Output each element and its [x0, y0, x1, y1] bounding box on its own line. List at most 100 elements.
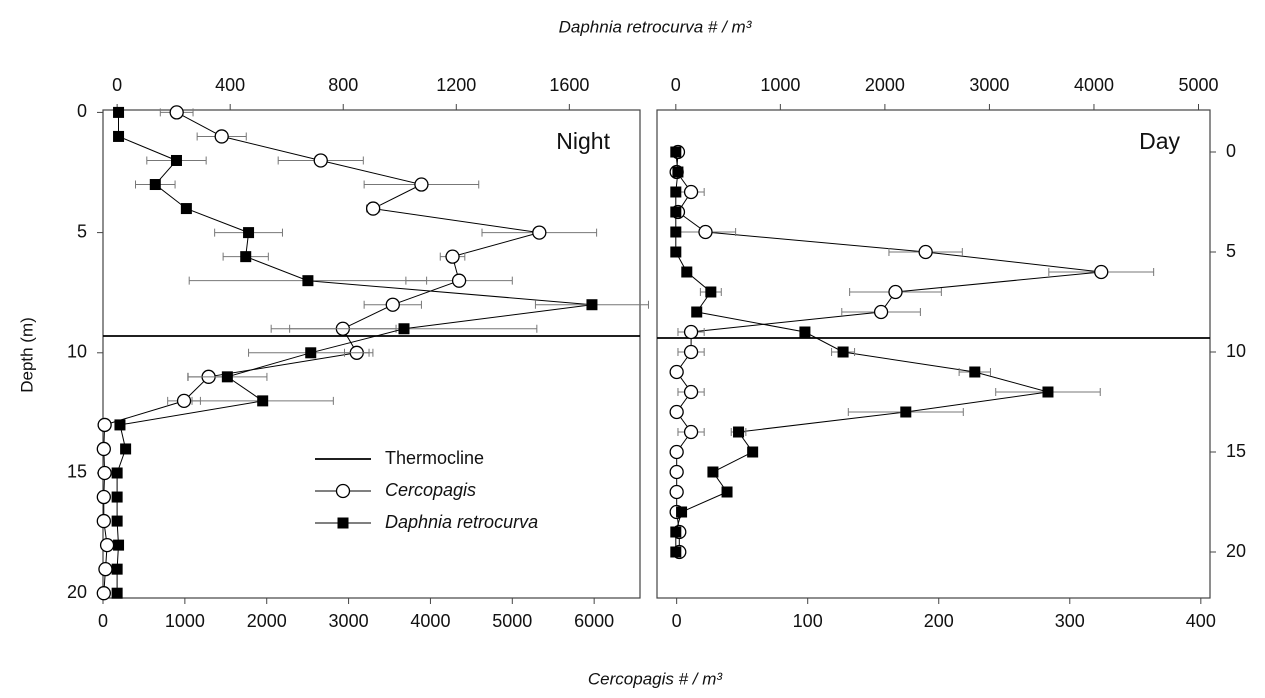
x2-tick-label: 400: [215, 75, 245, 95]
y-tick-label: 20: [1226, 541, 1246, 561]
data-point: [670, 186, 682, 198]
data-point: [305, 347, 317, 359]
y-tick-label: 10: [67, 342, 87, 362]
data-point: [888, 284, 903, 300]
data-point: [365, 201, 381, 216]
data-point: [669, 444, 684, 460]
data-point: [114, 419, 126, 431]
x-axis-label: Cercopagis # / m³: [588, 669, 723, 688]
data-point: [445, 249, 460, 264]
data-point: [113, 539, 125, 551]
x-tick-label: 2000: [247, 611, 287, 631]
data-point: [683, 184, 699, 200]
x-tick-label: 100: [793, 611, 823, 631]
data-point: [900, 406, 912, 418]
data-point: [670, 146, 682, 158]
data-point: [669, 464, 684, 480]
data-point: [676, 506, 688, 518]
legend-marker: [337, 517, 349, 529]
data-point: [149, 179, 161, 191]
y-tick-label: 5: [77, 221, 87, 241]
x2-tick-label: 0: [112, 75, 122, 95]
data-point: [221, 371, 233, 383]
data-point: [169, 105, 184, 120]
data-point: [120, 443, 132, 455]
data-point: [586, 299, 598, 311]
data-point: [96, 441, 111, 457]
data-point: [672, 166, 684, 178]
data-point: [113, 106, 125, 118]
data-point: [670, 206, 682, 218]
x2-tick-label: 3000: [969, 75, 1009, 95]
data-point: [97, 417, 112, 433]
data-point: [691, 306, 703, 318]
data-point: [96, 489, 111, 505]
data-point: [257, 395, 269, 407]
data-point: [1094, 264, 1109, 280]
data-point: [683, 384, 699, 400]
legend-label: Thermocline: [385, 448, 484, 468]
legend-marker: [335, 483, 351, 499]
data-point: [111, 515, 123, 527]
data-point: [1042, 386, 1054, 398]
data-point: [170, 154, 182, 166]
series-line: [676, 151, 1102, 552]
data-point: [302, 275, 314, 287]
panel-title: Day: [1139, 128, 1180, 154]
data-point: [180, 203, 192, 215]
data-point: [111, 587, 123, 599]
data-point: [969, 366, 981, 378]
x2-tick-label: 4000: [1074, 75, 1114, 95]
data-point: [670, 226, 682, 238]
data-point: [799, 326, 811, 338]
data-point: [683, 424, 699, 440]
legend-label: Cercopagis: [385, 480, 476, 500]
data-point: [385, 297, 400, 312]
data-point: [837, 346, 849, 358]
data-point: [98, 562, 113, 577]
x-tick-label: 1000: [165, 611, 205, 631]
data-point: [669, 484, 684, 500]
data-point: [398, 323, 410, 335]
data-point: [683, 324, 699, 340]
x-tick-label: 0: [98, 611, 108, 631]
plot-frame: [102, 109, 641, 599]
data-point: [698, 224, 713, 240]
plot-frame: [656, 109, 1211, 599]
legend-label: Daphnia retrocurva: [385, 512, 538, 532]
x-tick-label: 4000: [410, 611, 450, 631]
y-tick-label: 15: [1226, 441, 1246, 461]
x-tick-label: 300: [1055, 611, 1085, 631]
data-point: [240, 251, 252, 263]
x-tick-label: 3000: [329, 611, 369, 631]
data-point: [681, 266, 693, 278]
x2-tick-label: 1200: [436, 75, 476, 95]
y-tick-label: 20: [67, 582, 87, 602]
data-point: [670, 246, 682, 258]
data-point: [707, 466, 719, 478]
x2-tick-label: 800: [328, 75, 358, 95]
data-point: [532, 225, 547, 240]
x-tick-label: 5000: [492, 611, 532, 631]
data-point: [111, 563, 123, 575]
data-point: [918, 244, 933, 260]
data-point: [451, 273, 467, 288]
x2-tick-label: 1000: [760, 75, 800, 95]
data-point: [313, 153, 328, 168]
data-point: [111, 467, 123, 479]
data-point: [733, 426, 745, 438]
data-point: [683, 344, 699, 360]
x2-axis-label: Daphnia retrocurva # / m³: [559, 17, 753, 36]
data-point: [96, 586, 111, 601]
data-point: [721, 486, 733, 498]
y-tick-label: 10: [1226, 341, 1246, 361]
data-point: [111, 491, 123, 503]
x-tick-label: 200: [924, 611, 954, 631]
data-point: [113, 130, 125, 142]
data-point: [670, 526, 682, 538]
data-point: [176, 393, 192, 409]
x-tick-label: 400: [1186, 611, 1216, 631]
data-point: [873, 304, 889, 320]
x2-tick-label: 0: [671, 75, 681, 95]
